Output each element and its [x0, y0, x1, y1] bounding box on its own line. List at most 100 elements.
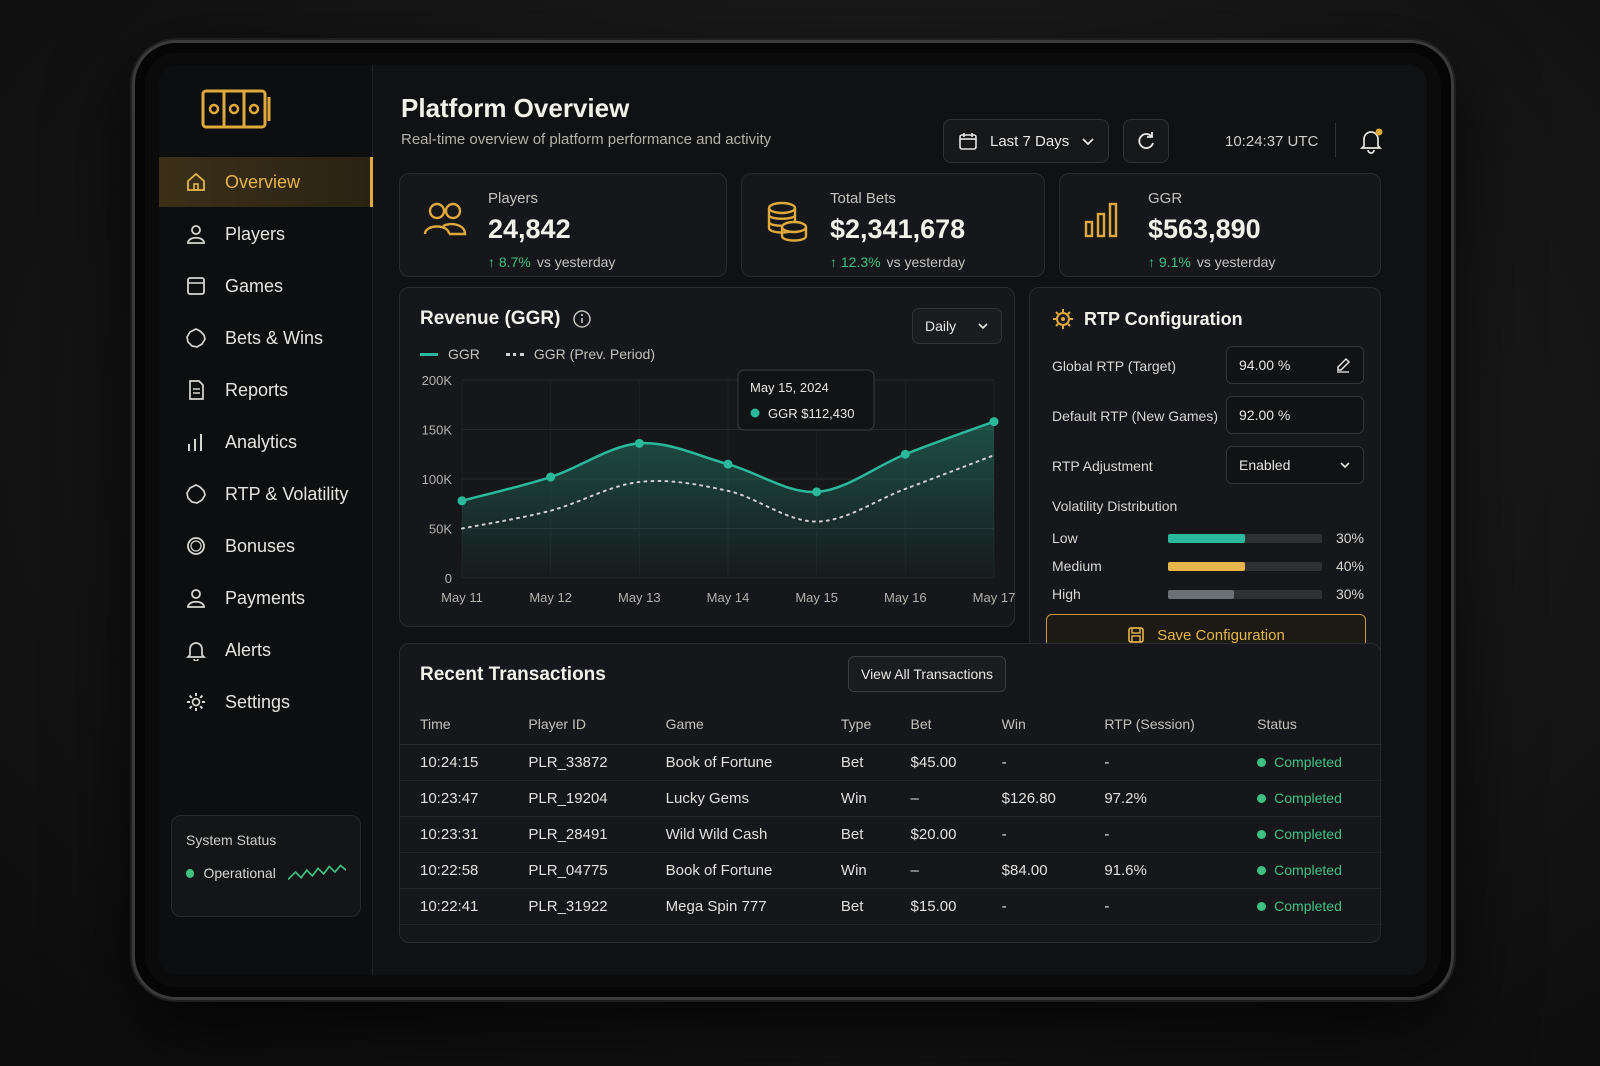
x-tick-label: May 11	[441, 590, 483, 605]
kpi-change-suffix: vs yesterday	[886, 254, 966, 270]
default-rtp-input[interactable]: 92.00 %	[1226, 396, 1364, 434]
sidebar-item-players[interactable]: Players	[159, 209, 373, 259]
data-point-ggr	[546, 472, 556, 482]
column-header[interactable]: Time	[400, 704, 509, 745]
sidebar-item-rtp-volatility[interactable]: RTP & Volatility	[159, 469, 373, 519]
table-cell: $15.00	[890, 888, 982, 925]
utc-clock: 10:24:37 UTC	[1225, 133, 1319, 150]
default-rtp-label: Default RTP (New Games)	[1052, 408, 1218, 424]
revenue-line-chart[interactable]: 0 50K 100K 150K 200K May 11 May 12 May 13 May 14…	[400, 366, 1016, 628]
table-cell: 97.2%	[1084, 780, 1238, 817]
sidebar-item-label: Players	[225, 223, 286, 244]
table-row[interactable]: 10:22:41 PLR_31922 Mega Spin 777 Bet $15.00-…	[400, 888, 1382, 925]
series-area-ggr	[462, 421, 994, 578]
refresh-button[interactable]	[1123, 119, 1169, 163]
home-icon	[183, 169, 209, 195]
view-all-transactions-button[interactable]: View All Transactions	[848, 656, 1006, 692]
status-dot	[1257, 758, 1267, 767]
table-cell: -	[981, 744, 1085, 781]
column-header[interactable]: Bet	[890, 704, 982, 745]
volatility-bar-fill	[1168, 533, 1245, 543]
app-screen: Overview Players Games Bets & Wins Reports An…	[159, 65, 1427, 975]
table-header-row: Time Player ID Game Type Bet Win RTP (Session)…	[400, 704, 1382, 745]
sidebar-item-settings[interactable]: Settings	[159, 677, 373, 727]
kpi-card-players: Players 24,842 ↑ 8.7% vs yesterday	[399, 173, 727, 277]
sidebar: Overview Players Games Bets & Wins Reports An…	[159, 65, 373, 975]
date-range-dropdown[interactable]: Last 7 Days	[943, 119, 1109, 163]
status-dot	[186, 868, 195, 878]
arrow-up-icon: ↑ 8.7%	[488, 254, 531, 270]
volatility-row-low: Low 30%	[1052, 528, 1364, 548]
table-cell: Completed	[1237, 780, 1382, 817]
rtp-title: RTP Configuration	[1052, 308, 1243, 330]
sidebar-item-label: Settings	[225, 691, 291, 712]
table-cell: 10:23:31	[400, 816, 509, 853]
table-cell: –	[890, 780, 982, 817]
rtp-configuration-card: RTP Configuration Global RTP (Target) 94…	[1029, 287, 1381, 669]
kpi-change: ↑ 9.1% vs yesterday	[1148, 254, 1275, 270]
data-point-ggr	[989, 417, 999, 427]
user-icon	[183, 221, 209, 247]
sidebar-item-bets-wins[interactable]: Bets & Wins	[159, 313, 373, 363]
gear-icon	[183, 689, 209, 715]
sparkline-icon	[287, 864, 346, 881]
interval-dropdown[interactable]: Daily	[912, 308, 1002, 344]
kpi-change-suffix: vs yesterday	[536, 254, 616, 270]
column-header[interactable]: Win	[981, 704, 1085, 745]
column-header[interactable]: Type	[820, 704, 891, 745]
data-point-ggr	[634, 438, 644, 448]
table-row[interactable]: 10:23:31 PLR_28491 Wild Wild Cash Bet $20.00…	[400, 816, 1382, 853]
table-cell: Completed	[1237, 852, 1382, 889]
status-badge: Completed	[1274, 862, 1342, 878]
volatility-bar-fill	[1168, 589, 1235, 599]
sidebar-item-payments[interactable]: Payments	[159, 573, 373, 623]
kpi-change: ↑ 8.7% vs yesterday	[488, 254, 615, 270]
sidebar-item-alerts[interactable]: Alerts	[159, 625, 373, 675]
table-cell: $84.00	[981, 852, 1085, 889]
sidebar-item-games[interactable]: Games	[159, 261, 373, 311]
table-cell: Completed	[1237, 744, 1382, 781]
rtp-adjustment-select[interactable]: Enabled	[1226, 446, 1364, 484]
legend-label: GGR (Prev. Period)	[533, 346, 655, 362]
column-header[interactable]: Player ID	[508, 704, 646, 745]
info-icon[interactable]	[572, 309, 592, 329]
sidebar-item-label: Alerts	[225, 639, 272, 660]
sidebar-item-bonuses[interactable]: Bonuses	[159, 521, 373, 571]
kpi-value: $2,341,678	[830, 214, 966, 244]
table-cell: Book of Fortune	[645, 744, 821, 781]
column-header[interactable]: RTP (Session)	[1084, 704, 1238, 745]
global-rtp-input[interactable]: 94.00 %	[1226, 346, 1364, 384]
kpi-label: Players	[488, 190, 539, 207]
table-row[interactable]: 10:24:15 PLR_33872 Book of Fortune Bet $45.0…	[400, 744, 1382, 781]
table-cell: PLR_04775	[508, 852, 646, 889]
table-cell: PLR_28491	[508, 816, 646, 853]
settings-chip-icon	[1053, 309, 1073, 329]
page-subtitle: Real-time overview of platform performan…	[401, 131, 772, 148]
column-header[interactable]: Game	[645, 704, 821, 745]
y-tick-label: 0	[445, 571, 452, 586]
y-tick-label: 200K	[422, 373, 453, 388]
edit-pencil-icon[interactable]	[1335, 357, 1351, 373]
x-tick-label: May 15	[795, 590, 838, 605]
table-cell: -	[1084, 816, 1238, 853]
table-cell: 10:22:41	[400, 888, 509, 925]
table-cell: Mega Spin 777	[645, 888, 821, 925]
kpi-label: Total Bets	[830, 190, 896, 207]
sidebar-item-overview[interactable]: Overview	[159, 157, 373, 207]
table-row[interactable]: 10:23:47 PLR_19204 Lucky Gems Win – $126.80 97…	[400, 780, 1382, 817]
y-tick-label: 100K	[422, 472, 453, 487]
recent-transactions-card: Recent Transactions View All Transaction…	[399, 643, 1382, 943]
column-header[interactable]: Status	[1237, 704, 1382, 745]
sidebar-item-analytics[interactable]: Analytics	[159, 417, 373, 467]
table-cell: 91.6%	[1084, 852, 1238, 889]
arrow-up-icon: ↑ 9.1%	[1148, 254, 1191, 270]
legend-swatch-ggr	[420, 352, 438, 356]
system-status-card: System Status Operational	[171, 815, 361, 917]
table-body: 10:24:15 PLR_33872 Book of Fortune Bet $45.0…	[400, 744, 1382, 925]
coins-icon	[767, 201, 808, 242]
table-row[interactable]: 10:22:58 PLR_04775 Book of Fortune Win – $84.…	[400, 852, 1382, 889]
data-point-ggr	[457, 496, 467, 506]
sidebar-item-reports[interactable]: Reports	[159, 365, 373, 415]
table-cell: PLR_31922	[508, 888, 646, 925]
notification-bell-icon[interactable]	[1357, 127, 1385, 155]
